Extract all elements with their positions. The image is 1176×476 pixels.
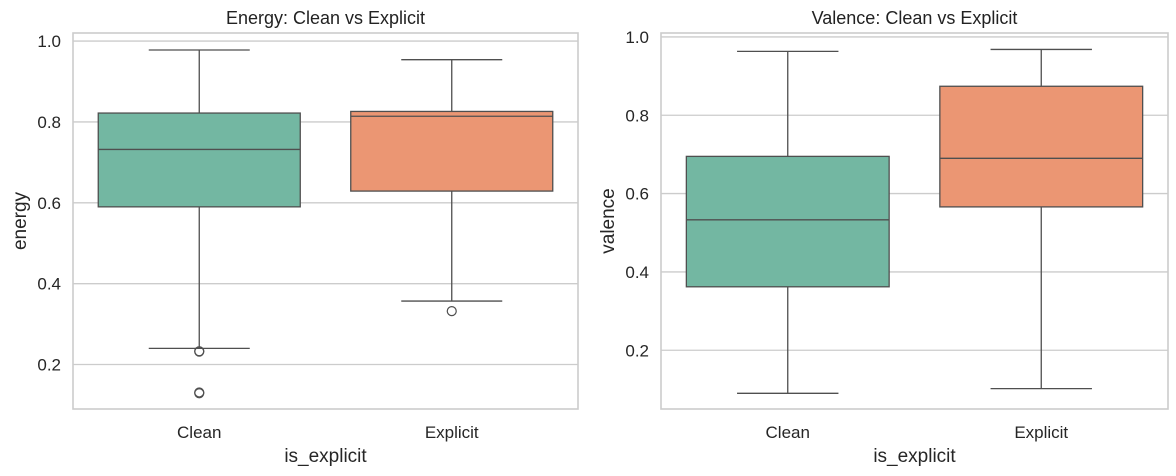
valence-boxplot: 0.2 0.4 0.6 0.8 1.0 Clean Explicit Valence: Cle… [598, 8, 1169, 467]
valence-chart-title: Valence: Clean vs Explicit [812, 8, 1018, 28]
energy-x-axis-label: is_explicit [284, 446, 367, 467]
energy-ytick-label: 0.4 [37, 275, 61, 294]
energy-clean-outlier [194, 388, 205, 399]
valence-ytick-label: 1.0 [625, 28, 649, 47]
energy-explicit-box [350, 110, 554, 192]
energy-boxplot: 0.2 0.4 0.6 0.8 1.0 Clean Explicit Energy: Clea… [10, 8, 579, 467]
energy-plot-area [73, 33, 578, 409]
energy-clean-box [97, 112, 301, 208]
energy-ytick-label: 0.8 [37, 113, 61, 132]
valence-explicit-box [939, 85, 1144, 208]
energy-ytick-label: 0.2 [37, 356, 61, 375]
energy-clean-outlier [194, 346, 205, 357]
energy-axes-frame [72, 32, 579, 410]
energy-ytick-label: 1.0 [37, 32, 61, 51]
valence-y-axis-label: valence [598, 188, 619, 254]
energy-chart-title: Energy: Clean vs Explicit [226, 8, 425, 28]
valence-clean-box [685, 155, 890, 288]
valence-ytick-label: 0.4 [625, 263, 649, 282]
energy-y-axis-label: energy [10, 191, 31, 250]
energy-ytick-label: 0.6 [37, 194, 61, 213]
valence-axes-frame [660, 32, 1169, 410]
valence-ytick-label: 0.2 [625, 341, 649, 360]
valence-x-axis-label: is_explicit [873, 446, 956, 467]
energy-xtick-label: Explicit [425, 423, 479, 442]
valence-ytick-label: 0.8 [625, 106, 649, 125]
valence-xtick-label: Explicit [1014, 423, 1068, 442]
valence-xtick-label: Clean [766, 423, 810, 442]
valence-ytick-label: 0.6 [625, 185, 649, 204]
energy-explicit-outlier [446, 306, 457, 317]
energy-xtick-label: Clean [177, 423, 221, 442]
